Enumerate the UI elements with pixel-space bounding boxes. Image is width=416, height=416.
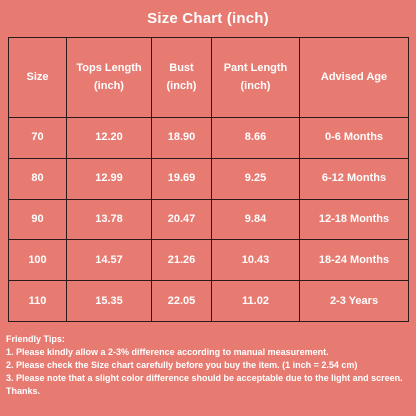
header-tops-length: Tops Length (inch) bbox=[66, 37, 152, 118]
header-size: Size bbox=[8, 37, 67, 118]
cell-tops-length: 13.78 bbox=[66, 198, 152, 241]
cell-size: 110 bbox=[8, 280, 67, 322]
cell-tops-length: 12.99 bbox=[66, 157, 152, 200]
table-row: 70 12.20 18.90 8.66 0-6 Months bbox=[8, 117, 409, 159]
cell-size: 80 bbox=[8, 157, 67, 200]
cell-tops-length: 14.57 bbox=[66, 239, 152, 282]
cell-size: 90 bbox=[8, 198, 67, 241]
table-header-row: Size Tops Length (inch) Bust (inch) Pant… bbox=[8, 37, 409, 118]
header-bust-unit: (inch) bbox=[166, 79, 197, 92]
table-row: 110 15.35 22.05 11.02 2-3 Years bbox=[8, 280, 409, 322]
cell-advised-age: 2-3 Years bbox=[299, 280, 409, 322]
cell-advised-age: 6-12 Months bbox=[299, 157, 409, 200]
header-tops-length-unit: (inch) bbox=[94, 79, 124, 92]
header-pant-length: Pant Length (inch) bbox=[211, 37, 300, 118]
header-tops-length-label: Tops Length bbox=[76, 62, 142, 75]
table-row: 100 14.57 21.26 10.43 18-24 Months bbox=[8, 239, 409, 282]
header-size-label: Size bbox=[26, 70, 49, 83]
page-title: Size Chart (inch) bbox=[147, 10, 269, 27]
table-row: 80 12.99 19.69 9.25 6-12 Months bbox=[8, 157, 409, 200]
cell-bust: 19.69 bbox=[151, 157, 212, 200]
cell-advised-age: 12-18 Months bbox=[299, 198, 409, 241]
header-pant-length-unit: (inch) bbox=[240, 79, 271, 92]
cell-tops-length: 15.35 bbox=[66, 280, 152, 322]
friendly-tips: Friendly Tips: 1. Please kindly allow a … bbox=[6, 333, 410, 398]
tip-item: 3. Please note that a slight color diffe… bbox=[6, 373, 403, 396]
header-bust: Bust (inch) bbox=[151, 37, 212, 118]
cell-pant-length: 11.02 bbox=[211, 280, 300, 322]
tips-heading: Friendly Tips: bbox=[6, 334, 65, 344]
header-advised-age-label: Advised Age bbox=[320, 70, 388, 83]
header-pant-length-label: Pant Length bbox=[223, 62, 288, 75]
cell-size: 70 bbox=[8, 117, 67, 159]
cell-bust: 22.05 bbox=[151, 280, 212, 322]
cell-pant-length: 10.43 bbox=[211, 239, 300, 282]
cell-tops-length: 12.20 bbox=[66, 117, 152, 159]
cell-pant-length: 8.66 bbox=[211, 117, 300, 159]
cell-bust: 20.47 bbox=[151, 198, 212, 241]
cell-bust: 18.90 bbox=[151, 117, 212, 159]
table-row: 90 13.78 20.47 9.84 12-18 Months bbox=[8, 198, 409, 241]
header-advised-age: Advised Age bbox=[299, 37, 409, 118]
cell-size: 100 bbox=[8, 239, 67, 282]
cell-advised-age: 18-24 Months bbox=[299, 239, 409, 282]
cell-pant-length: 9.25 bbox=[211, 157, 300, 200]
header-bust-label: Bust bbox=[169, 62, 194, 75]
tip-item: 1. Please kindly allow a 2-3% difference… bbox=[6, 347, 329, 357]
tip-item: 2. Please check the Size chart carefully… bbox=[6, 360, 358, 370]
cell-advised-age: 0-6 Months bbox=[299, 117, 409, 159]
cell-bust: 21.26 bbox=[151, 239, 212, 282]
cell-pant-length: 9.84 bbox=[211, 198, 300, 241]
size-chart-table: Size Tops Length (inch) Bust (inch) Pant… bbox=[8, 37, 409, 322]
